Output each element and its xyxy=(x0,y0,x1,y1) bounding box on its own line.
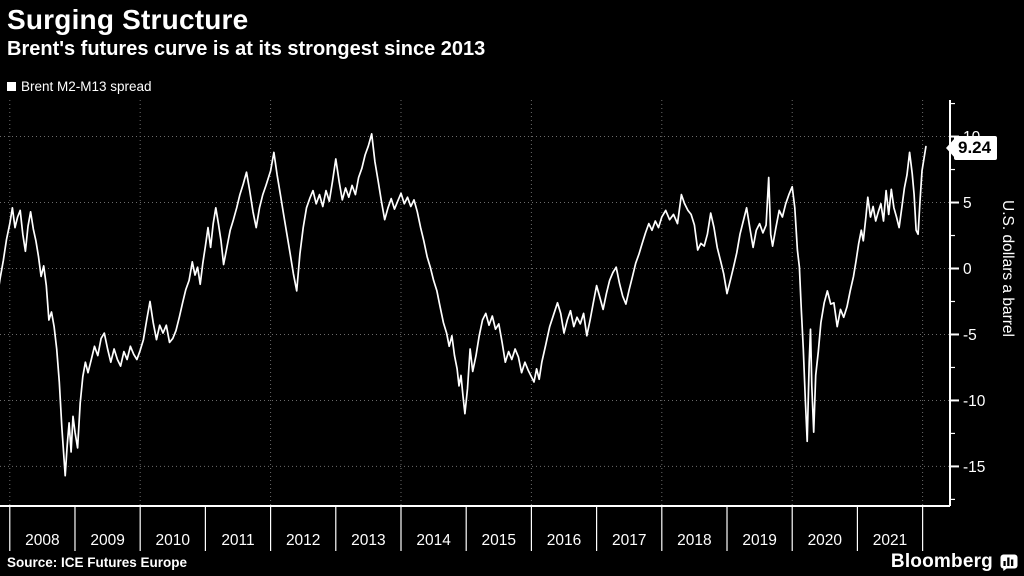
x-axis-label: 2011 xyxy=(221,532,254,549)
x-axis-label: 2008 xyxy=(25,532,59,549)
y-axis-label: 5 xyxy=(963,195,972,212)
x-axis-label: 2020 xyxy=(808,532,843,549)
x-axis-label: 2019 xyxy=(742,532,776,549)
series-line xyxy=(0,133,927,477)
x-axis-label: 2016 xyxy=(547,532,581,549)
x-axis-label: 2021 xyxy=(873,532,907,549)
legend: Brent M2-M13 spread xyxy=(7,79,152,94)
legend-label: Brent M2-M13 spread xyxy=(21,79,152,94)
x-axis-label: 2012 xyxy=(286,532,320,549)
x-axis-label: 2014 xyxy=(416,532,451,549)
chart-subtitle: Brent's futures curve is at its stronges… xyxy=(7,38,486,60)
x-axis-label: 2010 xyxy=(156,532,191,549)
x-axis-label: 2018 xyxy=(677,532,711,549)
current-value-text: 9.24 xyxy=(958,138,992,157)
current-value-tag: 9.24 xyxy=(946,136,998,160)
brand-name: Bloomberg xyxy=(890,551,993,572)
value-tag-arrow-icon xyxy=(946,138,955,158)
x-axis-label: 2017 xyxy=(612,532,646,549)
y-axis-label: -10 xyxy=(963,393,986,410)
y-axis-label: -15 xyxy=(963,459,985,476)
x-axis-label: 2013 xyxy=(351,532,385,549)
chart-title: Surging Structure xyxy=(7,4,249,35)
x-axis-label: 2015 xyxy=(482,532,516,549)
y-axis-title: U.S. dollars a barrel xyxy=(999,200,1016,337)
x-axis-label: 2009 xyxy=(90,532,124,549)
source-note: Source: ICE Futures Europe xyxy=(7,555,188,570)
bloomberg-bubble-icon xyxy=(1000,554,1018,571)
y-axis-label: -5 xyxy=(963,327,977,344)
legend-swatch-icon xyxy=(7,82,16,91)
y-axis-label: 0 xyxy=(963,261,972,278)
brand-logo: Bloomberg xyxy=(891,551,1018,573)
